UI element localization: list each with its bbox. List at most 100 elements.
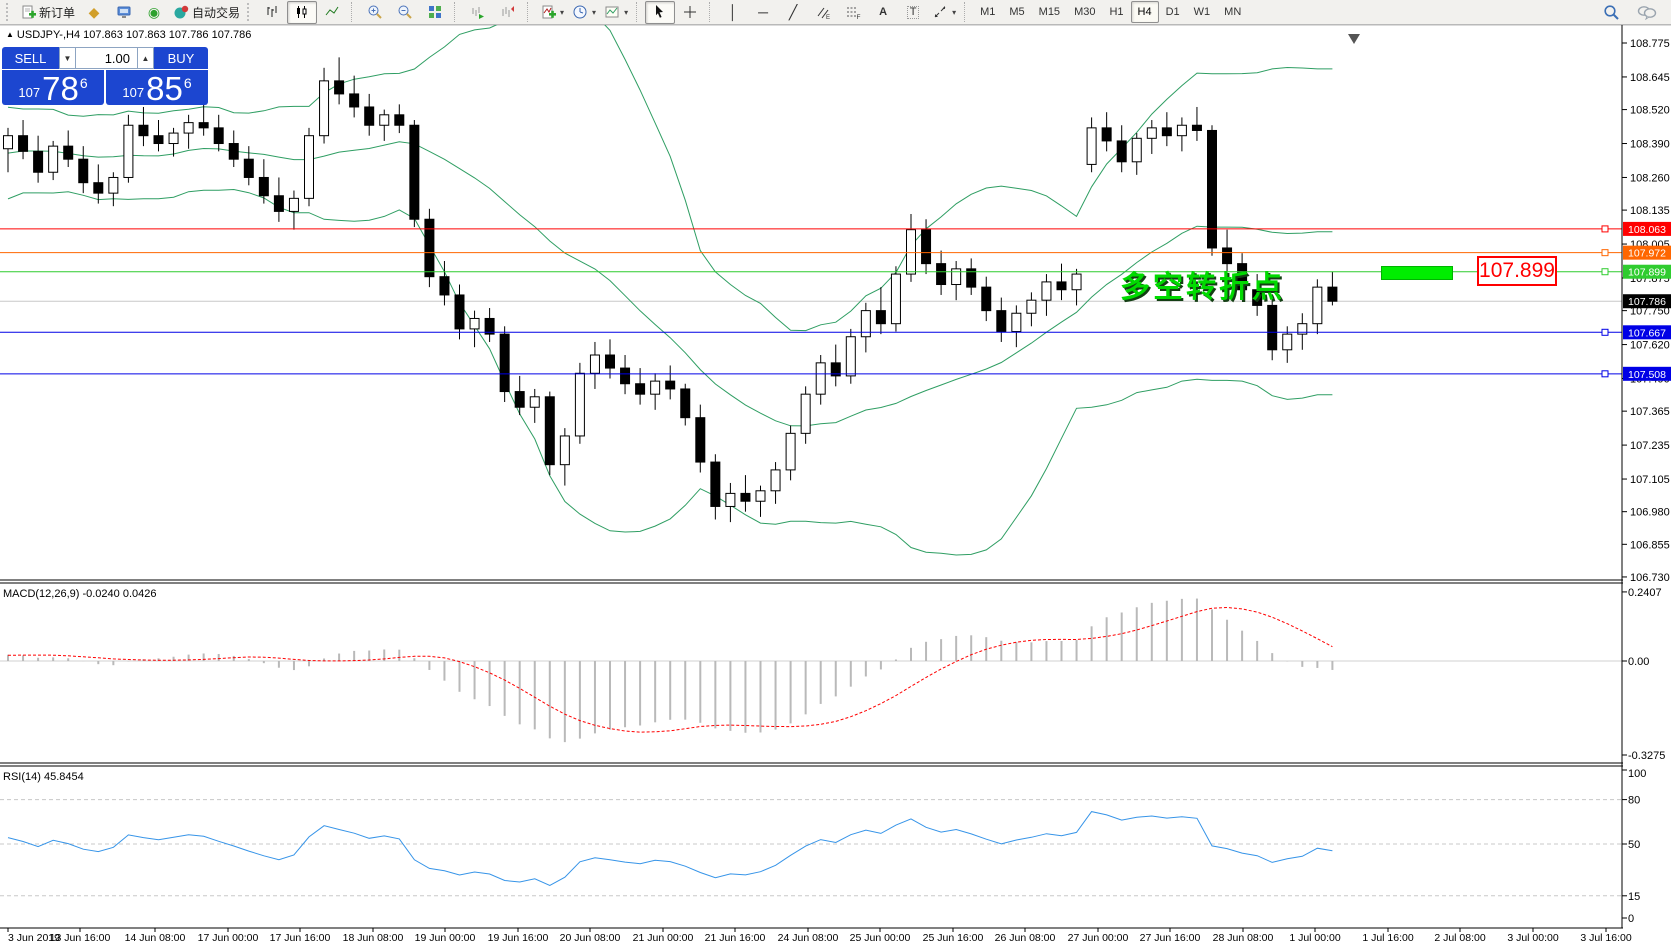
toolbar-grip[interactable] <box>6 3 13 21</box>
text-tool-icon: A <box>879 5 888 18</box>
tile-windows-button[interactable] <box>420 1 450 24</box>
chart-shift-marker[interactable] <box>1348 34 1360 44</box>
timeframe-m1[interactable]: M1 <box>980 6 996 18</box>
candle-body <box>1056 281 1067 291</box>
time-axis-label: 1 Jul 16:00 <box>1362 932 1414 944</box>
toolbar-grip[interactable] <box>247 3 254 21</box>
auto-trading-button[interactable]: 自动交易 <box>169 1 244 24</box>
signals-button[interactable]: ◉ <box>139 1 169 24</box>
terminal-button[interactable] <box>109 1 139 24</box>
candle-body <box>800 393 811 434</box>
text-tool-button[interactable]: A <box>868 1 898 24</box>
price-label-text: 107.972 <box>1628 248 1666 260</box>
bar-chart-mode-button[interactable] <box>257 1 287 24</box>
hline-handle[interactable] <box>1601 225 1609 233</box>
cursor-icon <box>656 5 664 18</box>
candle-body <box>258 176 269 197</box>
volume-increase-button[interactable]: ▲ <box>137 47 154 69</box>
candle-body <box>1282 333 1293 351</box>
candle-body <box>304 135 314 199</box>
candlestick-mode-button[interactable] <box>287 0 318 24</box>
zoom-out-button[interactable] <box>390 1 420 24</box>
hline-handle[interactable] <box>1601 249 1609 257</box>
price-axis-area[interactable] <box>1623 26 1671 951</box>
macd-scale-label: 0.2407 <box>1628 587 1662 599</box>
time-axis-label: 28 Jun 08:00 <box>1213 932 1274 944</box>
macd-signal-line <box>7 606 1333 733</box>
fibonacci-tool-button[interactable]: F <box>838 1 868 24</box>
buy-button[interactable]: BUY <box>154 47 208 69</box>
buy-price-button[interactable]: 107 85 6 <box>106 70 208 105</box>
candle-body <box>529 396 540 408</box>
candle-body <box>710 461 721 507</box>
candle-body <box>845 336 856 377</box>
candle-body <box>1026 299 1037 314</box>
hline-handle[interactable] <box>1601 370 1609 378</box>
rsi-scale-label: 100 <box>1628 768 1646 780</box>
price-label-text: 107.786 <box>1628 296 1666 308</box>
rsi-scale-label: 15 <box>1628 891 1640 903</box>
candle-body <box>785 432 796 471</box>
vertical-line-tool-button[interactable]: │ <box>718 1 748 24</box>
timeframe-d1[interactable]: D1 <box>1165 6 1180 18</box>
macd-pane-label: MACD(12,26,9) -0.0240 0.0426 <box>3 588 156 600</box>
candle-body <box>213 127 224 145</box>
line-chart-mode-button[interactable] <box>317 1 347 24</box>
chart-annotation-text[interactable]: 多空转折点 <box>1120 271 1285 304</box>
zoom-in-button[interactable] <box>360 1 390 24</box>
new-order-button[interactable]: 新订单 <box>16 1 79 24</box>
hline-handle[interactable] <box>1601 328 1609 336</box>
chat-button[interactable] <box>1632 1 1662 24</box>
candle-body <box>18 135 29 152</box>
candle-body <box>319 80 330 137</box>
hline-handle[interactable] <box>1601 268 1609 276</box>
text-label-tool-button[interactable]: T <box>898 1 928 24</box>
buy-price-prefix: 107 <box>122 85 145 100</box>
candle-body <box>138 124 149 137</box>
crosshair-tool-button[interactable] <box>675 1 705 24</box>
timeframe-h4[interactable]: H4 <box>1130 1 1159 23</box>
periods-button[interactable]: ▾ <box>568 1 600 24</box>
symbol-collapse-icon[interactable]: ▲ <box>6 30 14 39</box>
price-tick-label: 108.135 <box>1630 205 1670 217</box>
highlight-rectangle[interactable] <box>1381 266 1453 280</box>
macd-scale-label: -0.3275 <box>1628 750 1665 762</box>
timeframe-m5[interactable]: M5 <box>1009 6 1025 18</box>
volume-decrease-button[interactable]: ▼ <box>59 47 76 69</box>
indicators-dropdown-arrow: ▾ <box>560 7 565 17</box>
candle-body <box>379 114 390 126</box>
timeframe-w1[interactable]: W1 <box>1193 6 1211 18</box>
sell-button[interactable]: SELL <box>2 47 59 69</box>
price-label-box <box>1623 366 1671 381</box>
timeframe-h1[interactable]: H1 <box>1109 6 1124 18</box>
price-tick-label: 107.235 <box>1630 440 1670 452</box>
timeframe-m15[interactable]: M15 <box>1038 6 1061 18</box>
candle-body <box>394 114 405 126</box>
market-watch-button[interactable]: ◆ <box>79 1 109 24</box>
horizontal-line-tool-button[interactable]: ─ <box>748 1 778 24</box>
candle-body <box>650 380 661 395</box>
indicators-button[interactable]: ▾ <box>536 1 568 24</box>
price-tick-label: 108.775 <box>1630 38 1670 50</box>
chart-shift-button[interactable] <box>493 1 523 24</box>
timeframe-m30[interactable]: M30 <box>1074 6 1096 18</box>
candle-body <box>574 372 585 437</box>
arrows-tool-button[interactable]: ▾ <box>928 1 960 24</box>
new-order-label: 新订单 <box>39 5 76 20</box>
timeframe-mn[interactable]: MN <box>1224 6 1242 18</box>
search-button[interactable] <box>1596 1 1626 24</box>
sell-price-button[interactable]: 107 78 6 <box>2 70 104 105</box>
trendline-tool-button[interactable]: ╱ <box>778 1 808 24</box>
cursor-tool-button[interactable] <box>645 0 676 24</box>
volume-input[interactable]: 1.00 <box>76 47 137 69</box>
templates-button[interactable]: ▾ <box>600 1 632 24</box>
auto-scroll-button[interactable] <box>463 1 493 24</box>
candle-body <box>544 396 555 466</box>
candle-body <box>1267 304 1278 351</box>
candle-body <box>1327 286 1338 302</box>
channel-icon: E <box>817 7 830 20</box>
channel-tool-button[interactable]: E <box>808 1 838 24</box>
price-callout-box[interactable]: 107.899 <box>1477 256 1557 286</box>
